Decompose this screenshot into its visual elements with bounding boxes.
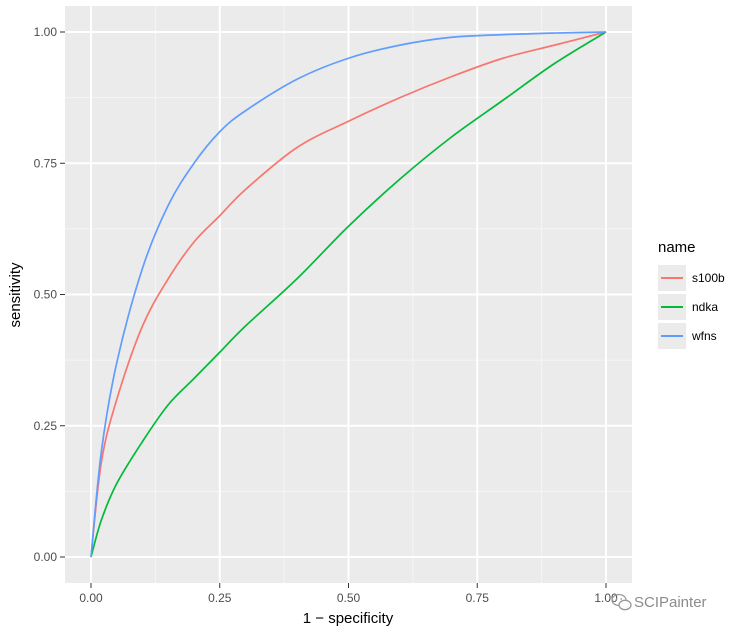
series-line-ndka [90,31,607,558]
x-tick-label: 0.25 [208,591,232,605]
watermark-text: SCIPainter [634,594,707,611]
y-axis-title: sensitivity [7,262,24,328]
legend-label-s100b: s100b [692,271,725,285]
y-tick-label: 0.00 [34,550,58,564]
y-tick-label: 1.00 [34,25,58,39]
x-tick-label: 0.75 [466,591,490,605]
legend-items: s100b ndka wfns [658,265,725,349]
series-lines [90,31,607,558]
series-line-s100b [90,31,607,558]
legend-label-ndka: ndka [692,300,718,314]
y-tick-label: 0.50 [34,288,58,302]
y-axis: 0.00 0.25 0.50 0.75 1.00 [34,25,65,564]
x-tick-label: 0.00 [79,591,103,605]
x-axis: 0.00 0.25 0.50 0.75 1.00 [79,583,618,605]
legend-label-wfns: wfns [691,329,717,343]
legend: name s100b ndka wfns [658,239,725,349]
series-line-wfns [90,31,607,558]
wechat-icon [611,593,632,611]
y-tick-label: 0.75 [34,156,58,170]
x-tick-label: 1.00 [594,591,618,605]
x-tick-label: 0.50 [337,591,361,605]
x-axis-title: 1 − specificity [303,610,394,627]
legend-title: name [658,239,696,256]
watermark: SCIPainter [611,593,707,611]
y-tick-label: 0.25 [34,419,58,433]
